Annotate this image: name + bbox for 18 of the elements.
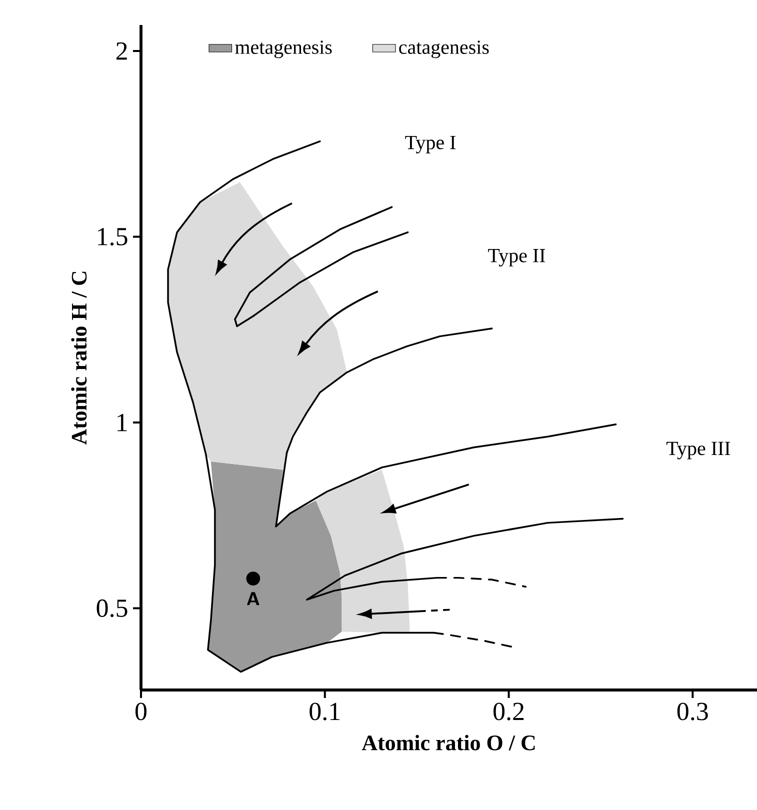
y-tick-label: 1: [118, 414, 127, 432]
x-tick-label: 0: [135, 702, 147, 720]
line-series: [234, 206, 409, 328]
y-axis-title: Atomic ratio H / C: [71, 272, 87, 445]
annotation: Type I: [405, 136, 456, 154]
y-tick-label: 1.5: [98, 228, 128, 246]
y-tick-label: 2: [116, 42, 127, 60]
legend-label: catagenesis: [399, 40, 489, 58]
annotation: Type III: [666, 442, 730, 460]
annotation: Type II: [488, 249, 546, 266]
x-axis-title: Atomic ratio O / C: [362, 734, 535, 750]
legend-label: metagenesis: [235, 40, 332, 58]
x-tick-label: 0.3: [677, 702, 708, 720]
y-tick-label: 0.5: [96, 599, 128, 618]
x-tick-label: 0.2: [494, 702, 524, 720]
x-tick-label: 0.1: [310, 702, 340, 720]
annotation: A: [247, 592, 260, 606]
line-series: [275, 328, 617, 528]
